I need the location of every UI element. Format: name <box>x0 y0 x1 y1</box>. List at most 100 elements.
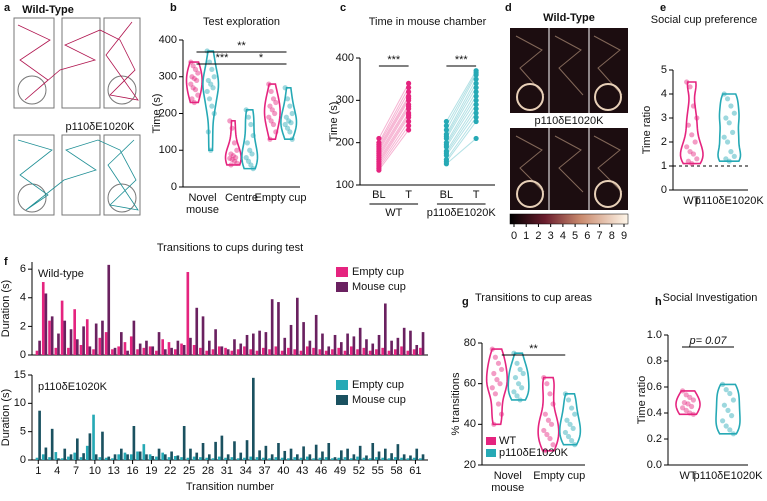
data-point <box>192 66 199 72</box>
pair-line <box>445 116 477 160</box>
y-tick-label: 0.2 <box>647 433 662 445</box>
x-axis-label: Transition number <box>186 481 275 493</box>
data-point <box>189 96 195 102</box>
data-point <box>210 85 216 91</box>
bar <box>390 453 393 460</box>
data-point <box>690 397 697 403</box>
pair-line <box>378 114 410 162</box>
data-point <box>228 151 234 157</box>
bar <box>349 346 353 355</box>
data-point <box>727 427 733 433</box>
bar <box>182 426 186 460</box>
data-point <box>233 155 239 161</box>
bar <box>79 457 83 460</box>
data-point <box>273 129 279 135</box>
bar <box>167 457 171 460</box>
colorbar-label: 1 <box>523 230 529 242</box>
bar <box>120 332 123 355</box>
track-box <box>13 17 55 109</box>
data-point <box>565 397 572 403</box>
x-tick-label: p110δE1020K <box>693 470 763 482</box>
data-point <box>473 114 479 120</box>
data-point <box>685 158 691 164</box>
data-point <box>729 413 735 419</box>
bar <box>409 330 412 355</box>
annotation: p= 0.07 <box>688 335 727 347</box>
data-point <box>687 84 693 90</box>
bar <box>155 456 158 460</box>
bar <box>161 452 164 460</box>
data-point <box>248 121 254 128</box>
bar <box>312 347 315 355</box>
bar <box>82 453 85 460</box>
bar <box>63 320 67 355</box>
data-point <box>726 158 732 164</box>
pair-line <box>445 74 477 131</box>
x-tick-label: 43 <box>296 465 308 477</box>
bar <box>387 458 391 460</box>
bar <box>318 349 322 355</box>
x-tick-label: 49 <box>334 465 346 477</box>
bar <box>226 454 230 460</box>
y-tick-label: 300 <box>159 71 177 83</box>
bar <box>148 454 152 460</box>
y-tick-label: 4 <box>20 292 26 304</box>
bar <box>57 458 60 460</box>
y-axis-label: Time (s) <box>328 102 340 142</box>
data-point <box>270 121 277 128</box>
data-point <box>189 74 195 80</box>
data-point <box>376 135 382 142</box>
bar <box>396 444 400 460</box>
y-tick-label: 2 <box>20 320 26 332</box>
data-point <box>188 81 194 87</box>
annotation: ** <box>529 343 538 355</box>
bar <box>299 350 303 355</box>
bar <box>226 349 230 355</box>
data-point <box>473 80 479 86</box>
pair-line <box>378 104 410 154</box>
data-point <box>726 120 732 126</box>
bar <box>258 450 261 460</box>
data-point <box>495 360 502 366</box>
bar <box>104 457 108 460</box>
data-point <box>473 110 479 116</box>
data-point <box>684 79 690 85</box>
cup <box>17 75 47 105</box>
y-axis-label: Time ratio <box>641 106 653 155</box>
data-point <box>550 401 556 407</box>
bar <box>208 340 211 355</box>
x-tick-label: 52 <box>353 465 365 477</box>
data-point <box>443 123 449 129</box>
bar <box>340 342 343 355</box>
data-point <box>541 374 547 381</box>
bar <box>201 316 205 355</box>
x-tick-label: 61 <box>409 465 421 477</box>
data-point <box>542 411 548 417</box>
data-point <box>267 136 273 142</box>
bar <box>157 448 161 460</box>
colorbar-label: 6 <box>584 230 590 242</box>
data-point <box>567 421 573 427</box>
bar <box>377 451 381 460</box>
data-point <box>473 93 479 99</box>
panel-letter: e <box>660 2 666 14</box>
bar <box>406 458 410 460</box>
data-point <box>498 366 505 373</box>
data-point <box>572 411 578 417</box>
track-box <box>61 17 101 109</box>
bar <box>293 349 296 355</box>
data-point <box>244 140 250 146</box>
data-point <box>689 132 695 138</box>
bar <box>340 450 343 460</box>
y-tick-label: 4 <box>661 88 667 100</box>
bar <box>192 344 196 355</box>
heatmap-trace <box>554 35 584 96</box>
bar <box>368 350 372 355</box>
data-point <box>406 97 412 103</box>
bar <box>239 343 243 355</box>
bar <box>321 333 324 355</box>
heatmap-trace <box>515 35 545 96</box>
violin <box>507 352 530 401</box>
bar <box>239 452 243 460</box>
data-point <box>489 385 495 391</box>
